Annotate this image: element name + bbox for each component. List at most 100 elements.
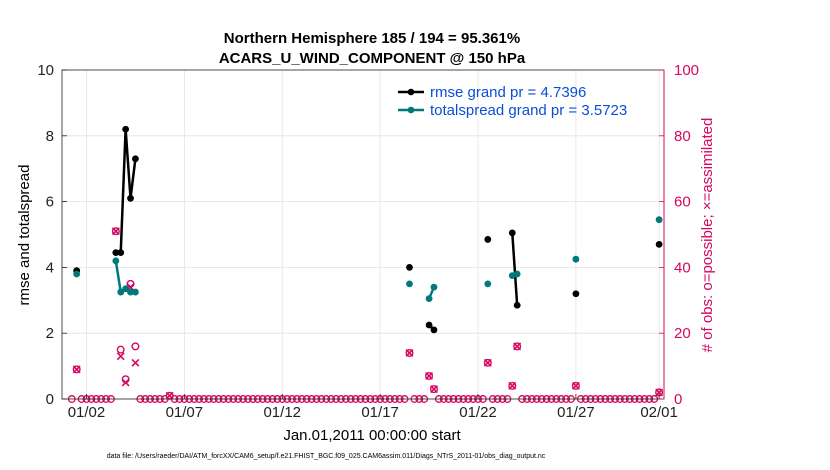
legend: rmse grand pr = 4.7396 totalspread grand… bbox=[398, 84, 627, 119]
obs-count-markers bbox=[67, 227, 664, 403]
legend-totalspread-label: totalspread grand pr = 3.5723 bbox=[430, 102, 627, 119]
obs-assimilated-marker bbox=[430, 385, 438, 394]
x-tick-label: 01/07 bbox=[166, 404, 204, 421]
obs-assimilated-marker bbox=[405, 348, 414, 357]
x-tick-label: 01/17 bbox=[361, 404, 399, 421]
obs-x-stroke bbox=[571, 381, 580, 390]
obs-assimilated-marker bbox=[483, 358, 492, 367]
y2-tick-label: 40 bbox=[674, 259, 691, 276]
series-1-point bbox=[117, 288, 125, 296]
y-tick-label: 8 bbox=[46, 128, 54, 145]
obs-assimilated-marker bbox=[425, 372, 434, 380]
data-file-footnote: data file: /Users/raeder/DAI/ATM_forcXX/… bbox=[107, 453, 546, 460]
series-layer bbox=[73, 125, 663, 334]
plot-area-frame bbox=[61, 69, 665, 400]
series-0-point bbox=[425, 321, 433, 329]
obs-assimilated-marker bbox=[571, 381, 580, 390]
obs-x-stroke bbox=[508, 381, 517, 390]
x-tick-label: 02/01 bbox=[640, 404, 678, 421]
obs-x-stroke bbox=[165, 391, 174, 400]
series-1-point bbox=[655, 216, 663, 224]
obs-assimilated-marker bbox=[111, 227, 120, 236]
y-tick-label: 2 bbox=[46, 325, 54, 342]
series-1-point bbox=[406, 280, 413, 288]
x-tick-label: 01/22 bbox=[459, 404, 497, 421]
series-0-segment bbox=[129, 157, 137, 200]
series-0-point bbox=[655, 240, 663, 248]
obs-possible-marker bbox=[72, 365, 81, 374]
obs-possible-marker bbox=[483, 358, 492, 367]
obs-assimilated-marker bbox=[655, 388, 664, 397]
obs-assimilated-marker bbox=[131, 358, 140, 367]
obs-assimilated-marker bbox=[121, 378, 130, 387]
series-0-point bbox=[117, 249, 125, 256]
y2-axis-label: # of obs: o=possible; ×=assimilated bbox=[699, 118, 716, 353]
y-tick-label: 4 bbox=[46, 259, 54, 276]
x-tick-label: 01/12 bbox=[263, 404, 301, 421]
legend-rmse-marker bbox=[407, 88, 415, 96]
series-0-point bbox=[572, 290, 580, 298]
obs-possible-marker bbox=[571, 381, 580, 390]
y-axis-label: rmse and totalspread bbox=[16, 165, 33, 306]
obs-possible-marker bbox=[131, 342, 140, 351]
series-0-point bbox=[122, 125, 130, 133]
obs-x-stroke bbox=[513, 342, 522, 351]
series-0-point bbox=[430, 326, 438, 334]
series-1-segment bbox=[114, 259, 122, 294]
legend-totalspread-marker bbox=[407, 106, 415, 114]
x-tick-label: 01/27 bbox=[557, 404, 595, 421]
obs-x-stroke bbox=[121, 378, 130, 387]
grid-lines bbox=[62, 70, 664, 399]
series-1-point bbox=[484, 280, 492, 288]
obs-x-stroke bbox=[655, 388, 664, 397]
obs-possible-marker bbox=[111, 227, 120, 236]
obs-assimilated-marker bbox=[165, 391, 174, 400]
series-0-segment bbox=[119, 127, 127, 254]
series-0-point bbox=[406, 264, 413, 271]
series-0-point bbox=[508, 229, 516, 237]
y-tick-label: 0 bbox=[46, 391, 54, 408]
obs-possible-marker bbox=[116, 345, 125, 354]
series-1-point bbox=[73, 270, 81, 278]
y2-tick-label: 100 bbox=[674, 62, 699, 79]
obs-assimilated-marker bbox=[116, 352, 125, 361]
y2-tick-label: 20 bbox=[674, 325, 691, 342]
obs-possible-marker bbox=[508, 381, 517, 390]
series-1-point bbox=[132, 288, 139, 296]
obs-possible-marker bbox=[425, 371, 434, 380]
y2-tick-label: 80 bbox=[674, 128, 691, 145]
obs-possible-marker bbox=[429, 385, 438, 394]
legend-rmse-label: rmse grand pr = 4.7396 bbox=[430, 84, 586, 101]
x-axis-label: Jan.01,2011 00:00:00 start bbox=[283, 427, 461, 444]
series-1-point bbox=[127, 288, 134, 296]
obs-assimilated-marker bbox=[508, 381, 517, 390]
obs-x-stroke bbox=[483, 358, 492, 367]
x-tick-label: 01/02 bbox=[68, 404, 106, 421]
obs-assimilated-marker bbox=[513, 342, 522, 351]
series-0-point bbox=[127, 194, 134, 202]
series-1-point bbox=[122, 285, 130, 293]
obs-x-stroke bbox=[72, 365, 81, 374]
axis-ticks: 01/02 01/07 01/12 01/17 01/22 01/27 02/0102468… bbox=[37, 62, 699, 421]
y2-tick-label: 0 bbox=[674, 391, 682, 408]
obs-x-stroke bbox=[131, 358, 140, 367]
chart-title: Northern Hemisphere 185 / 194 = 95.361% bbox=[224, 30, 520, 47]
series-0-segment bbox=[124, 127, 132, 200]
series-1-point bbox=[425, 295, 433, 303]
obs-x-stroke bbox=[111, 227, 120, 236]
series-0-point bbox=[484, 236, 492, 243]
series-1-point bbox=[513, 270, 521, 278]
y2-tick-label: 60 bbox=[674, 194, 691, 211]
series-0-segment bbox=[511, 231, 519, 307]
y-tick-label: 6 bbox=[46, 194, 54, 211]
series-1-point bbox=[430, 283, 438, 291]
series-1-point bbox=[572, 255, 580, 263]
series-1-point bbox=[112, 257, 120, 265]
obs-x-stroke bbox=[425, 372, 434, 380]
obs-possible-marker bbox=[405, 348, 414, 357]
obs-x-stroke bbox=[116, 352, 125, 361]
series-0-point bbox=[513, 301, 521, 309]
obs-x-stroke bbox=[405, 348, 414, 357]
obs-possible-marker bbox=[513, 342, 522, 351]
